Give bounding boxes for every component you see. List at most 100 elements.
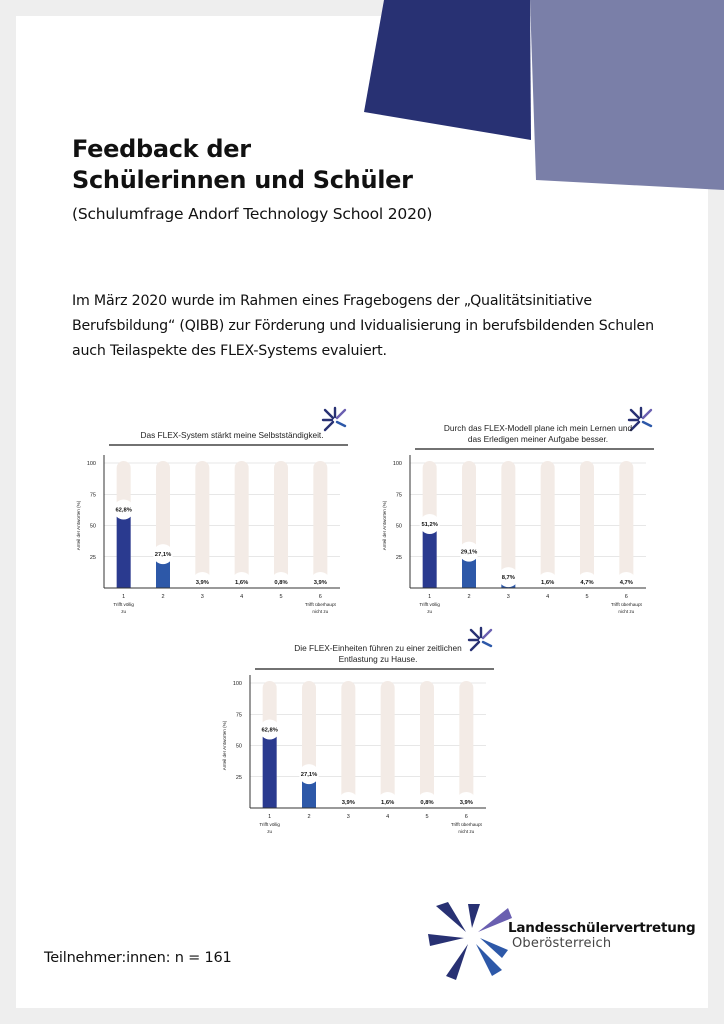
bar-track xyxy=(580,461,594,588)
data-label-badge xyxy=(537,572,558,592)
data-label-badge xyxy=(231,572,252,592)
participants-count: Teilnehmer:innen: n = 161 xyxy=(44,950,232,966)
bar-track xyxy=(540,461,555,588)
data-label: 1,6% xyxy=(541,580,554,586)
page-subtitle: (Schulumfrage Andorf Technology School 2… xyxy=(72,205,433,223)
data-label: 0,8% xyxy=(274,580,287,586)
bar xyxy=(262,729,277,808)
data-label: 29,1% xyxy=(461,550,477,556)
x-tick-label: 6 xyxy=(319,594,322,600)
bar-track xyxy=(501,461,516,588)
y-tick-label: 25 xyxy=(90,555,96,561)
x-tick-label: 1 xyxy=(268,814,271,820)
x-sublabel: zu xyxy=(121,609,126,614)
chart-title-line: Durch das FLEX-Modell plane ich mein Ler… xyxy=(444,423,633,433)
light-corner-shape xyxy=(530,0,724,190)
data-label-badge xyxy=(299,764,319,785)
x-tick-label: 5 xyxy=(279,594,282,600)
x-tick-label: 4 xyxy=(240,594,243,600)
y-tick-label: 50 xyxy=(236,744,242,750)
chart-entlastung: Die FLEX-Einheiten führen zu einer zeitl… xyxy=(216,626,501,843)
data-label: 4,7% xyxy=(580,580,593,586)
page-title-line-1: Feedback der xyxy=(72,135,251,163)
y-tick-label: 25 xyxy=(396,555,402,561)
x-sublabel: Trifft überhaupt xyxy=(611,602,643,607)
x-tick-label: 5 xyxy=(585,594,588,600)
data-label: 8,7% xyxy=(502,575,515,581)
dark-corner-shape xyxy=(364,0,531,140)
page-title: Feedback der Schülerinnen und Schüler xyxy=(72,134,413,196)
y-tick-label: 50 xyxy=(396,524,402,530)
data-label-badge xyxy=(417,792,437,812)
chart-title-line: Das FLEX-System stärkt meine Selbstständ… xyxy=(140,430,323,440)
bar-track xyxy=(234,461,249,588)
data-label-badge xyxy=(338,792,359,812)
lsv-logo-icon xyxy=(428,902,512,980)
data-label-badge xyxy=(310,572,331,592)
y-tick-label: 75 xyxy=(396,492,402,498)
data-label: 27,1% xyxy=(155,552,171,558)
chart-selbststaendigkeit: Das FLEX-System stärkt meine Selbstständ… xyxy=(70,406,355,623)
data-label-badge xyxy=(153,544,173,565)
x-tick-label: 3 xyxy=(347,814,350,820)
y-axis-label: Anteil der Antworten (%) xyxy=(222,720,227,770)
data-label: 1,6% xyxy=(235,580,248,586)
chart-title-line: Die FLEX-Einheiten führen zu einer zeitl… xyxy=(294,643,462,653)
x-tick-label: 1 xyxy=(428,594,431,600)
brand-mark-icon xyxy=(467,626,493,652)
y-tick-label: 75 xyxy=(90,492,96,498)
x-tick-label: 2 xyxy=(467,594,470,600)
data-label: 62,8% xyxy=(261,728,277,734)
y-tick-label: 50 xyxy=(90,524,96,530)
bar-track xyxy=(313,461,328,588)
x-sublabel: nicht zu xyxy=(618,609,634,614)
bar-track xyxy=(619,461,634,588)
logo-name: Landesschülervertretung xyxy=(508,920,696,936)
x-tick-label: 2 xyxy=(307,814,310,820)
y-tick-label: 100 xyxy=(233,681,242,687)
data-label: 1,6% xyxy=(381,800,394,806)
data-label: 0,8% xyxy=(420,800,433,806)
logo-subtitle: Oberösterreich xyxy=(512,936,612,951)
data-label: 62,8% xyxy=(115,508,131,514)
x-sublabel: nicht zu xyxy=(312,609,328,614)
x-sublabel: zu xyxy=(267,829,272,834)
x-tick-label: 4 xyxy=(546,594,549,600)
data-label: 51,2% xyxy=(421,522,437,528)
data-label-badge xyxy=(498,567,519,588)
x-sublabel: Trifft überhaupt xyxy=(305,602,337,607)
x-tick-label: 5 xyxy=(425,814,428,820)
bar xyxy=(116,509,131,588)
intro-paragraph: Im März 2020 wurde im Rahmen eines Frage… xyxy=(72,293,654,359)
bar-track xyxy=(274,461,288,588)
x-tick-label: 6 xyxy=(465,814,468,820)
y-tick-label: 25 xyxy=(236,775,242,781)
data-label: 3,9% xyxy=(314,580,327,586)
x-tick-label: 6 xyxy=(625,594,628,600)
x-sublabel: Trifft völlig xyxy=(113,602,134,607)
data-label-badge xyxy=(271,572,291,592)
x-tick-label: 1 xyxy=(122,594,125,600)
y-axis-label: Anteil der Antworten (%) xyxy=(76,500,81,550)
bar-track xyxy=(195,461,210,588)
data-label: 4,7% xyxy=(620,580,633,586)
y-axis-label: Anteil der Antworten (%) xyxy=(382,500,387,550)
data-label-badge xyxy=(259,719,280,740)
decorative-corner-shapes xyxy=(364,0,724,190)
bar-track xyxy=(341,681,356,808)
brand-mark-icon xyxy=(321,406,347,432)
data-label-badge xyxy=(419,514,440,534)
data-label-badge xyxy=(113,499,134,520)
data-label-badge xyxy=(377,792,398,812)
page-title-line-2: Schülerinnen und Schüler xyxy=(72,166,413,194)
data-label: 3,9% xyxy=(342,800,355,806)
data-label-badge xyxy=(456,792,477,812)
x-sublabel: nicht zu xyxy=(458,829,474,834)
x-sublabel: Trifft völlig xyxy=(259,822,280,827)
data-label-badge xyxy=(577,572,597,592)
x-sublabel: zu xyxy=(427,609,432,614)
y-tick-label: 100 xyxy=(393,461,402,467)
bar-track xyxy=(380,681,395,808)
x-tick-label: 4 xyxy=(386,814,389,820)
chart-lernen-planen: Durch das FLEX-Modell plane ich mein Ler… xyxy=(376,406,661,623)
